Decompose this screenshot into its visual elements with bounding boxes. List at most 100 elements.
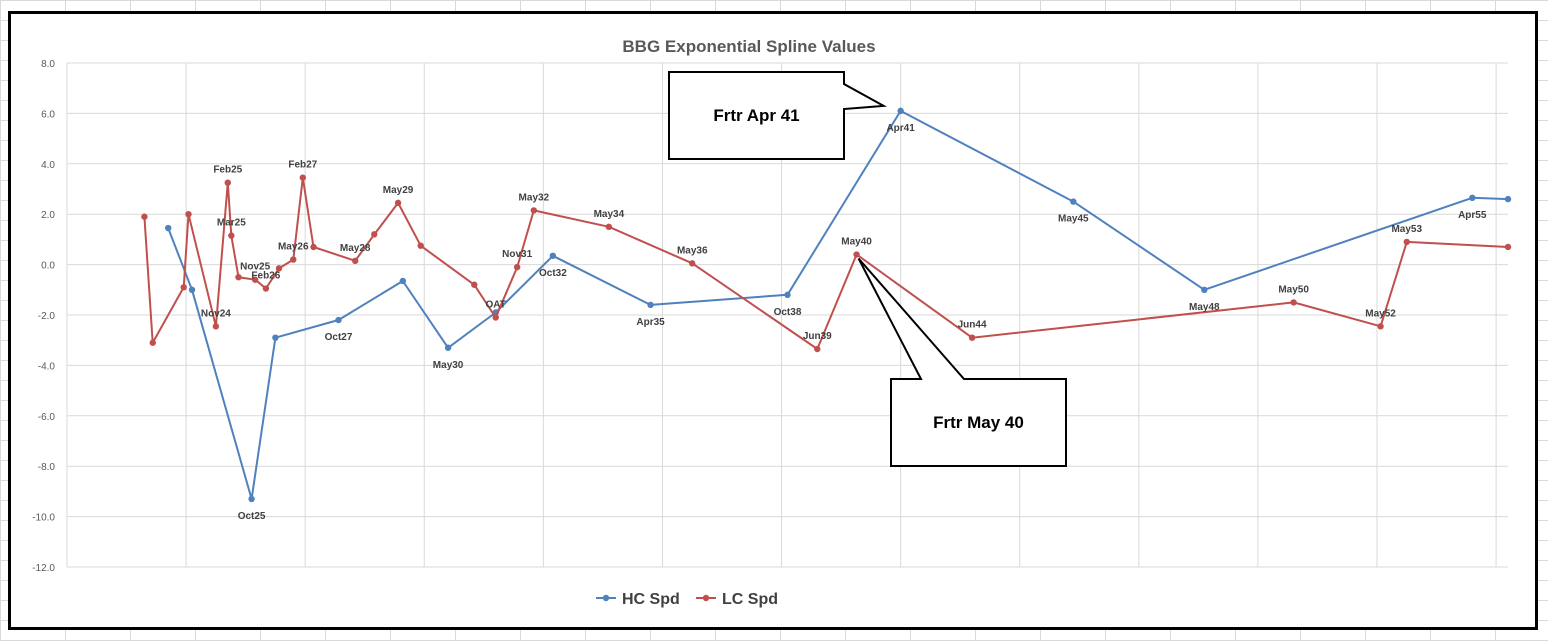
data-label: May40 [841, 237, 872, 248]
data-label: Apr55 [1458, 210, 1487, 221]
data-point [968, 334, 976, 341]
data-point [185, 211, 192, 218]
data-point [228, 232, 235, 239]
data-point [248, 495, 255, 503]
data-point [471, 281, 478, 288]
data-label: Apr41 [886, 123, 915, 134]
data-label: Oct32 [539, 268, 567, 279]
y-tick-label: 8.0 [41, 59, 55, 70]
data-point [165, 224, 172, 232]
data-label: May34 [594, 209, 625, 220]
data-point [1377, 323, 1384, 330]
data-point [251, 276, 259, 283]
data-point [371, 231, 378, 238]
point-labels: Oct25 Oct27 May30 Oct32 Apr35 Oct38 Apr41 May45… [201, 123, 1487, 522]
data-label: May50 [1278, 284, 1309, 295]
data-point [814, 345, 821, 353]
data-point [1403, 238, 1410, 246]
callouts[interactable]: Frtr Apr 41 Frtr May 40 [668, 71, 1067, 467]
data-point [492, 314, 499, 321]
data-point [1070, 198, 1077, 205]
data-label: May36 [677, 245, 708, 256]
y-tick-label: -10.0 [32, 513, 55, 524]
chart-frame[interactable]: 8.0 6.0 4.0 2.0 0.0 -2.0 -4.0 -6.0 -8.0 -10.0 -12.… [8, 11, 1538, 630]
y-tick-label: 4.0 [41, 160, 55, 171]
data-label: May26 [278, 242, 309, 253]
data-label: May53 [1391, 224, 1422, 235]
data-label: Mar25 [217, 218, 246, 229]
y-tick-label: -4.0 [38, 361, 56, 372]
data-label: May28 [340, 243, 371, 254]
data-label: Oct25 [238, 511, 266, 522]
data-point [1290, 299, 1297, 306]
legend-label: HC Spd [622, 591, 680, 608]
chart-gridlines [66, 62, 1508, 568]
data-label: Apr35 [636, 317, 665, 328]
chart-canvas: 8.0 6.0 4.0 2.0 0.0 -2.0 -4.0 -6.0 -8.0 -10.0 -12.… [32, 37, 1512, 608]
y-tick-label: -6.0 [38, 412, 56, 423]
chart-title: BBG Exponential Spline Values [622, 37, 875, 56]
callout-box-may40 [857, 257, 1067, 467]
callout-text-apr41: Frtr Apr 41 [713, 106, 799, 125]
data-point [235, 274, 242, 281]
data-point [689, 260, 696, 267]
data-point [394, 199, 402, 207]
data-point [399, 277, 407, 285]
data-point [335, 316, 342, 324]
data-point [180, 284, 187, 291]
y-tick-label: 0.0 [41, 261, 55, 272]
y-tick-label: -2.0 [38, 311, 56, 322]
data-point [212, 323, 220, 330]
data-label: May45 [1058, 214, 1089, 225]
data-point [1469, 194, 1476, 202]
data-label: Feb27 [288, 160, 317, 171]
data-label: Nov25 [240, 262, 270, 273]
data-label: Feb26 [251, 271, 280, 282]
data-point [299, 174, 306, 181]
callout-box-apr41 [668, 71, 888, 160]
data-label: May30 [433, 360, 464, 371]
data-label: Jun44 [958, 320, 987, 331]
data-point [513, 263, 521, 271]
data-label: Jun39 [803, 331, 832, 342]
y-axis: 8.0 6.0 4.0 2.0 0.0 -2.0 -4.0 -6.0 -8.0 -10.0 -12.… [32, 59, 55, 574]
data-label: May48 [1189, 302, 1220, 313]
data-point [310, 243, 317, 251]
data-label: OAT [486, 300, 506, 311]
series-layer [141, 107, 1512, 503]
data-point [897, 107, 904, 115]
y-tick-label: -12.0 [32, 563, 55, 574]
data-point [149, 339, 156, 346]
data-label: Nov31 [502, 249, 532, 260]
series-line-lc-spd [143, 176, 1509, 350]
data-label: May32 [519, 192, 550, 203]
data-point [352, 257, 359, 265]
data-label: Oct38 [774, 307, 802, 318]
data-point [141, 213, 148, 220]
data-point [275, 265, 283, 272]
data-point [647, 301, 654, 309]
data-point [188, 286, 196, 293]
data-point [262, 285, 270, 292]
y-tick-label: 2.0 [41, 210, 55, 221]
data-point [290, 256, 297, 263]
data-point [224, 179, 231, 186]
legend[interactable]: HC Spd LC Spd [596, 591, 778, 608]
data-point [1504, 195, 1512, 203]
y-tick-label: -8.0 [38, 462, 56, 473]
legend-swatch-marker [702, 594, 710, 602]
data-point [1201, 286, 1208, 293]
series-line-hc-spd [167, 109, 1509, 500]
legend-swatch-marker [602, 594, 610, 602]
data-label: Feb25 [213, 165, 242, 176]
data-label: May29 [383, 185, 414, 196]
data-label: Nov24 [201, 308, 231, 319]
y-tick-label: 6.0 [41, 109, 55, 120]
data-point [530, 207, 538, 214]
data-point [549, 252, 557, 259]
data-point [605, 223, 613, 230]
legend-label: LC Spd [722, 591, 778, 608]
data-point [784, 291, 791, 299]
data-point [1504, 243, 1512, 251]
data-point [272, 334, 279, 341]
